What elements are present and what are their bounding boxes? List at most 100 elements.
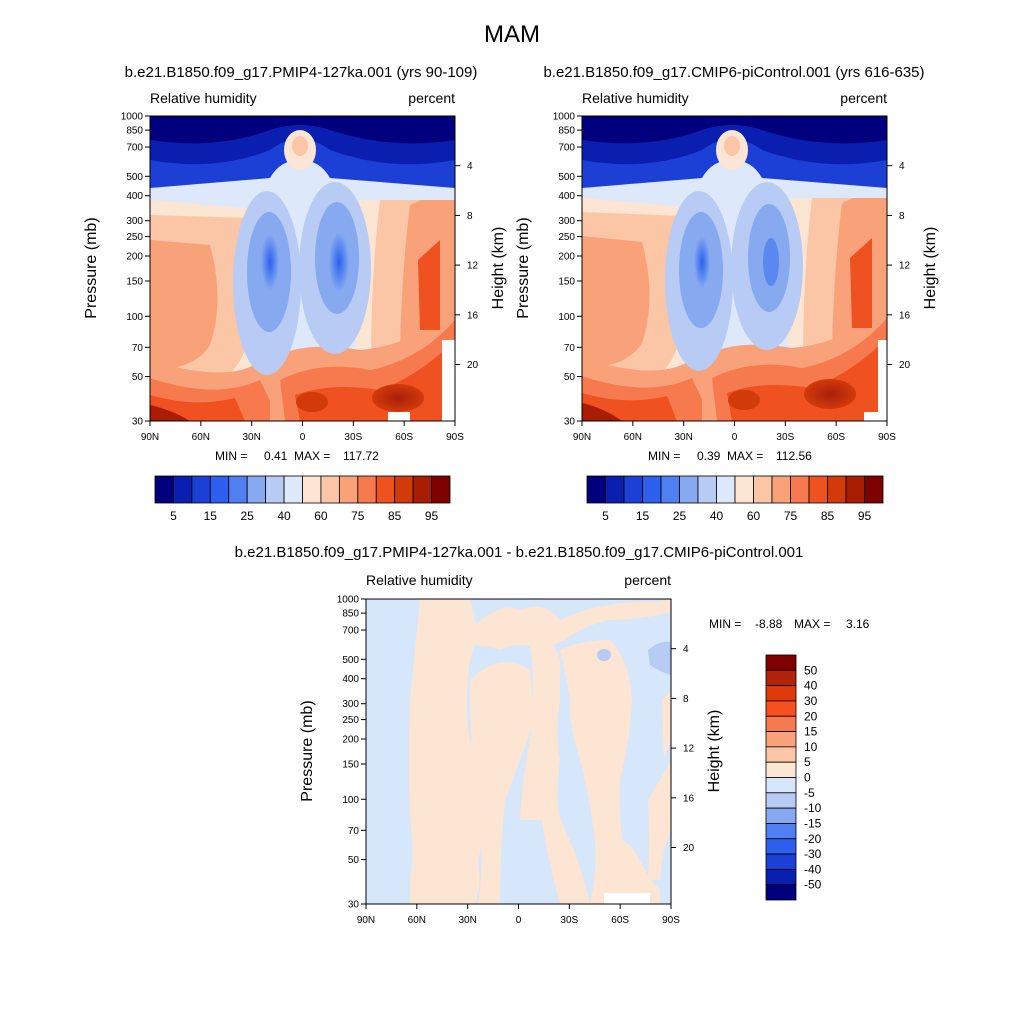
y-tick-label: 250	[558, 232, 575, 243]
y-tick-label: 200	[126, 251, 143, 262]
y-axis-right: Height (km) 20 16 12 8 4	[671, 644, 723, 854]
x-tick-label: 0	[300, 432, 306, 443]
x-tick-label: 0	[732, 432, 738, 443]
colorbar-label: -50	[804, 878, 822, 892]
colorbar-label: 0	[804, 771, 811, 785]
colorbar-label: 40	[710, 509, 724, 523]
colorbar-label: 60	[314, 509, 328, 523]
x-tick-label: 90S	[878, 432, 896, 443]
y-tick-label: 200	[558, 251, 575, 262]
variable-label: Relative humidity	[150, 90, 257, 106]
colorbar-swatch	[679, 475, 699, 504]
colorbar-swatch	[765, 746, 797, 763]
x-axis: 90N 60N 30N 0 30S 60S 90S	[573, 421, 896, 443]
colorbar-label: 15	[636, 509, 650, 523]
colorbar-swatch	[412, 475, 432, 504]
colorbar-label: 20	[804, 709, 818, 723]
x-tick-label: 60S	[611, 915, 629, 926]
colorbar-swatch	[790, 475, 810, 504]
y-tick-label: 50	[564, 372, 576, 383]
colorbar-swatch	[716, 475, 736, 504]
panel-title: b.e21.B1850.f09_g17.CMIP6-piControl.001 …	[543, 64, 924, 81]
height-tick-label: 20	[899, 360, 911, 371]
min-label: MIN =	[215, 449, 247, 463]
y-tick-label: 70	[132, 343, 144, 354]
colorbar-label: 85	[821, 509, 835, 523]
colorbar-swatch	[246, 475, 267, 504]
x-tick-label: 30S	[344, 432, 362, 443]
y-tick-label: 700	[342, 626, 359, 637]
colorbar-swatch	[734, 475, 754, 504]
colorbar-swatch	[320, 475, 340, 504]
colorbar-swatch	[623, 475, 643, 504]
colorbar-swatch	[431, 475, 451, 504]
colorbar-swatch	[765, 807, 797, 824]
y-axis-right: Height (km) 20 16 12 8 4	[455, 161, 507, 371]
height-tick-label: 8	[467, 211, 473, 222]
relative-humidity-127ka-panel: b.e21.B1850.f09_g17.PMIP4-127ka.001 (yrs…	[83, 64, 507, 523]
colorbar-label: 75	[784, 509, 798, 523]
height-tick-label: 20	[467, 360, 479, 371]
min-value: -8.88	[755, 617, 783, 631]
colorbar-swatch	[845, 475, 865, 504]
y-axis-right-title: Height (km)	[706, 710, 723, 793]
y-tick-label: 1000	[337, 595, 360, 606]
colorbar-swatch	[808, 475, 828, 504]
y-tick-label: 1000	[553, 112, 576, 123]
y-tick-label: 70	[348, 826, 360, 837]
y-tick-label: 700	[558, 143, 575, 154]
max-label: MAX =	[294, 449, 330, 463]
colorbar-swatch	[753, 475, 773, 504]
colorbar: 5 15 25 40 60 75 85 95	[586, 475, 884, 523]
y-tick-label: 30	[132, 417, 144, 428]
colorbar-label: 15	[204, 509, 218, 523]
colorbar-swatch	[302, 475, 322, 504]
colorbar-swatch	[765, 731, 797, 748]
y-axis-title: Pressure (mb)	[515, 217, 532, 318]
height-tick-label: 12	[467, 261, 479, 272]
variable-label: Relative humidity	[366, 572, 473, 588]
colorbar: 5 15 25 40 60 75 85 95	[154, 475, 451, 523]
colorbar-swatch	[209, 475, 230, 504]
y-axis-left: Pressure (mb) 30 50 70 100 150 200 250 300 400 50…	[515, 112, 582, 428]
y-axis-title: Pressure (mb)	[299, 700, 316, 801]
max-value: 3.16	[846, 617, 870, 631]
colorbar-swatch	[765, 884, 797, 901]
colorbar-swatch	[765, 838, 797, 855]
y-tick-label: 150	[126, 277, 143, 288]
colorbar-swatch	[765, 777, 797, 794]
colorbar-label: 95	[858, 509, 872, 523]
colorbar-label: 5	[170, 509, 177, 523]
height-tick-label: 12	[683, 744, 695, 755]
y-axis-left: Pressure (mb) 30 50 70 100 150 200 250 300 400 50…	[299, 595, 366, 911]
y-tick-label: 400	[558, 191, 575, 202]
max-label: MAX =	[794, 617, 830, 631]
colorbar-swatch	[765, 823, 797, 840]
x-axis: 90N 60N 30N 0 30S 60S 90S	[141, 421, 464, 443]
height-tick-label: 16	[899, 310, 911, 321]
panel-title: b.e21.B1850.f09_g17.PMIP4-127ka.001 - b.…	[235, 544, 804, 561]
height-tick-label: 8	[899, 211, 905, 222]
colorbar-label: 15	[804, 725, 818, 739]
colorbar-swatch	[765, 669, 797, 687]
x-tick-label: 0	[516, 915, 522, 926]
height-tick-label: 4	[899, 161, 905, 172]
max-value: 112.56	[776, 449, 812, 463]
colorbar-label: 10	[804, 740, 818, 754]
y-tick-label: 300	[558, 216, 575, 227]
y-tick-label: 250	[342, 715, 359, 726]
y-tick-label: 700	[126, 143, 143, 154]
colorbar-swatch	[765, 761, 797, 778]
height-tick-label: 16	[683, 793, 695, 804]
colorbar-swatch	[827, 475, 847, 504]
height-tick-label: 16	[467, 310, 479, 321]
y-tick-label: 100	[126, 312, 143, 323]
y-tick-label: 250	[126, 232, 143, 243]
colorbar-swatch	[338, 475, 359, 504]
y-tick-label: 300	[126, 216, 143, 227]
x-tick-label: 60N	[624, 432, 642, 443]
colorbar-swatch	[642, 475, 662, 504]
colorbar-swatch	[173, 475, 193, 504]
colorbar-label: 25	[241, 509, 255, 523]
